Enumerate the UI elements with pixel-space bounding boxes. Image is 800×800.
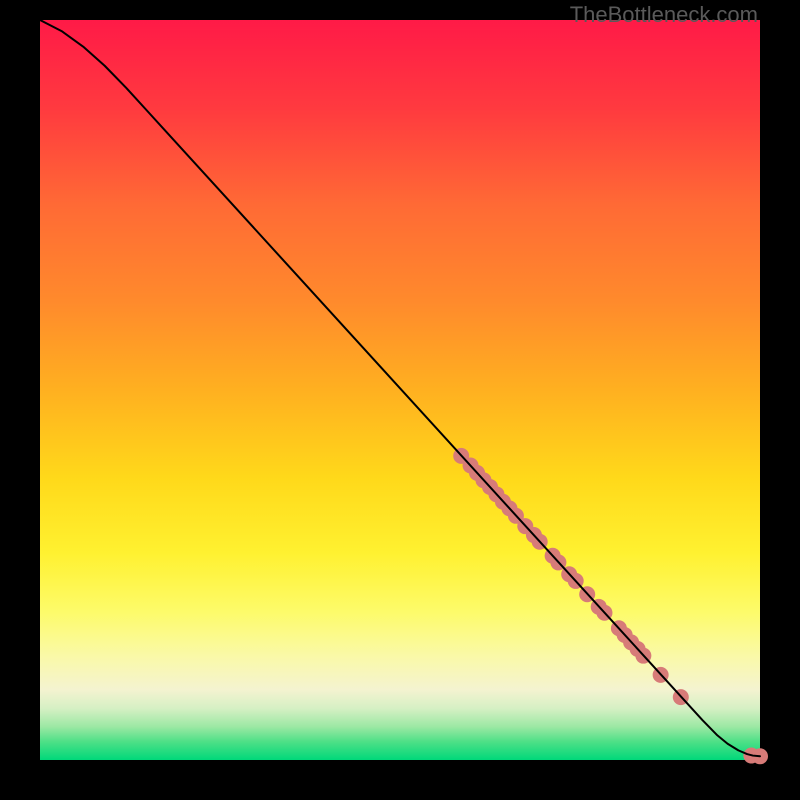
figure-root: TheBottleneck.com <box>0 0 800 800</box>
chart-svg <box>0 0 800 800</box>
plot-background <box>40 20 760 760</box>
